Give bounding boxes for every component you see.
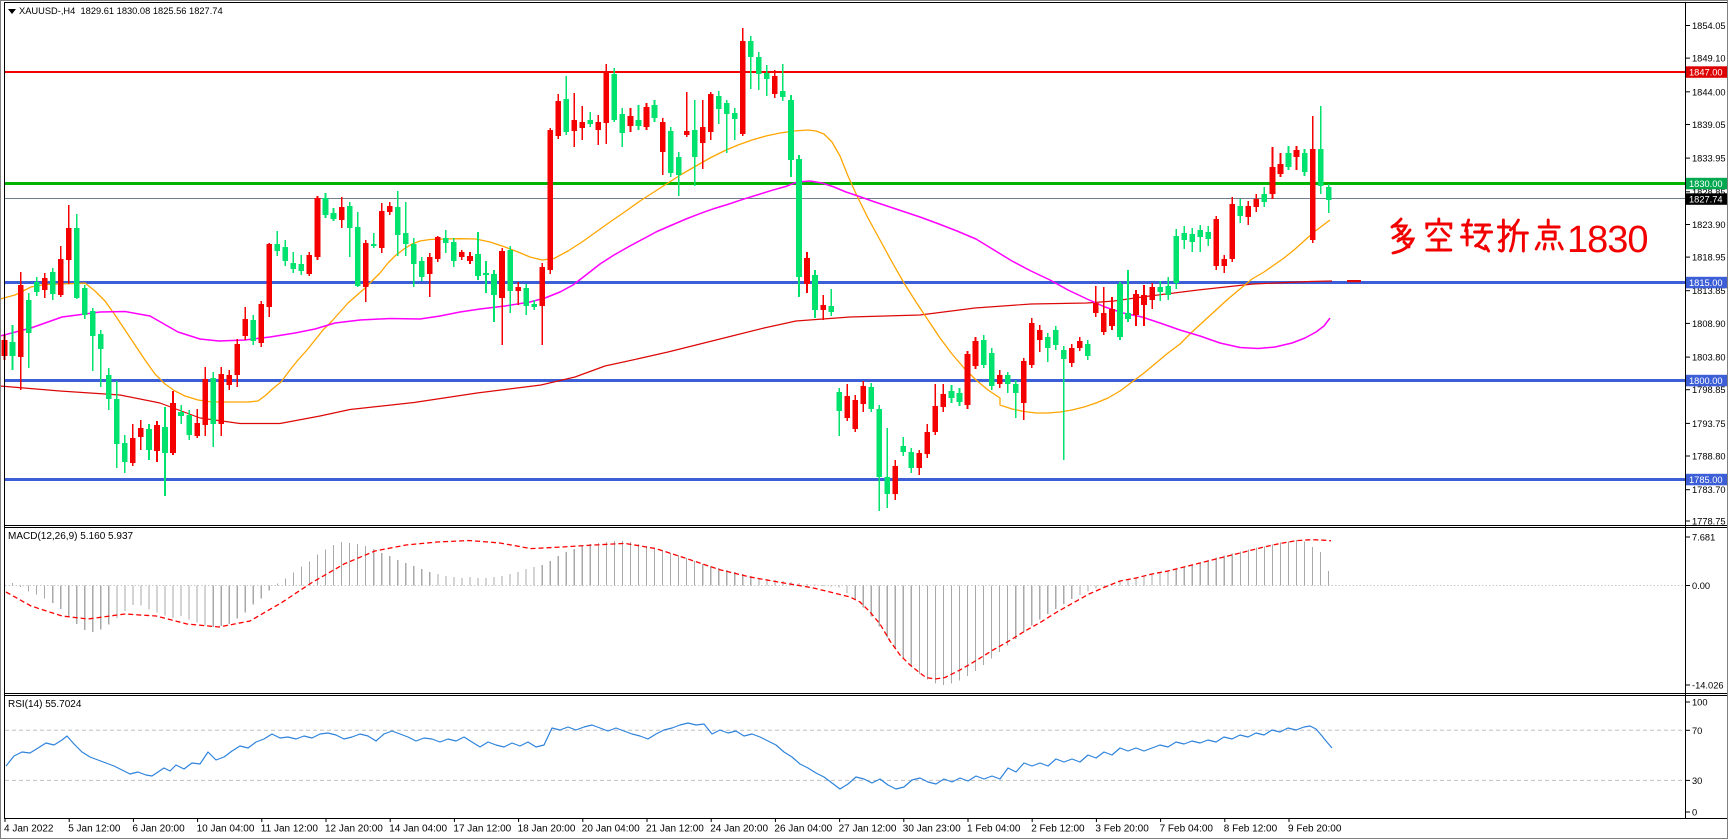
svg-text:1803.80: 1803.80 — [1692, 353, 1726, 363]
svg-text:6 Jan 20:00: 6 Jan 20:00 — [132, 824, 185, 835]
svg-text:5 Jan 12:00: 5 Jan 12:00 — [68, 824, 121, 835]
svg-text:0: 0 — [1692, 808, 1697, 818]
svg-text:1833.95: 1833.95 — [1692, 154, 1726, 164]
svg-text:4 Jan 2022: 4 Jan 2022 — [4, 824, 54, 835]
svg-text:18 Jan 20:00: 18 Jan 20:00 — [518, 824, 576, 835]
svg-text:1808.90: 1808.90 — [1692, 319, 1726, 329]
svg-text:7.681: 7.681 — [1692, 533, 1715, 543]
svg-text:10 Jan 04:00: 10 Jan 04:00 — [197, 824, 255, 835]
svg-text:30: 30 — [1692, 776, 1702, 786]
svg-text:1788.80: 1788.80 — [1692, 452, 1726, 462]
svg-text:8 Feb 12:00: 8 Feb 12:00 — [1224, 824, 1278, 835]
svg-text:1823.90: 1823.90 — [1692, 220, 1726, 230]
svg-text:1 Feb 04:00: 1 Feb 04:00 — [967, 824, 1021, 835]
svg-text:1854.05: 1854.05 — [1692, 21, 1726, 31]
svg-text:21 Jan 12:00: 21 Jan 12:00 — [646, 824, 704, 835]
svg-text:9 Feb 20:00: 9 Feb 20:00 — [1288, 824, 1342, 835]
svg-text:26 Jan 04:00: 26 Jan 04:00 — [774, 824, 832, 835]
svg-text:1793.75: 1793.75 — [1692, 419, 1726, 429]
svg-text:1818.95: 1818.95 — [1692, 253, 1726, 263]
svg-text:1844.00: 1844.00 — [1692, 87, 1726, 97]
svg-text:70: 70 — [1692, 726, 1702, 736]
svg-text:7 Feb 04:00: 7 Feb 04:00 — [1160, 824, 1214, 835]
svg-text:1830: 1830 — [1567, 219, 1648, 261]
svg-text:3 Feb 20:00: 3 Feb 20:00 — [1095, 824, 1149, 835]
svg-text:20 Jan 04:00: 20 Jan 04:00 — [582, 824, 640, 835]
svg-text:1783.70: 1783.70 — [1692, 485, 1726, 495]
svg-text:1798.85: 1798.85 — [1692, 385, 1726, 395]
svg-text:1839.05: 1839.05 — [1692, 120, 1726, 130]
svg-text:2 Feb 12:00: 2 Feb 12:00 — [1031, 824, 1085, 835]
svg-text:1830.00: 1830.00 — [1689, 179, 1723, 189]
svg-text:1800.00: 1800.00 — [1689, 376, 1723, 386]
svg-text:XAUUSD-,H4 1829.61 1830.08 18: XAUUSD-,H4 1829.61 1830.08 1825.56 1827.… — [19, 6, 223, 16]
svg-text:100: 100 — [1692, 698, 1708, 708]
svg-text:RSI(14) 55.7024: RSI(14) 55.7024 — [8, 699, 82, 710]
svg-text:-14.026: -14.026 — [1692, 681, 1724, 691]
svg-text:1815.00: 1815.00 — [1689, 278, 1723, 288]
svg-text:0.00: 0.00 — [1692, 581, 1710, 591]
svg-text:1847.00: 1847.00 — [1689, 68, 1723, 78]
svg-text:1828.85: 1828.85 — [1692, 187, 1726, 197]
svg-text:14 Jan 04:00: 14 Jan 04:00 — [389, 824, 447, 835]
svg-text:MACD(12,26,9) 5.160 5.937: MACD(12,26,9) 5.160 5.937 — [8, 531, 134, 542]
svg-text:1827.74: 1827.74 — [1689, 195, 1723, 205]
svg-text:1849.10: 1849.10 — [1692, 54, 1726, 64]
svg-text:11 Jan 12:00: 11 Jan 12:00 — [261, 824, 319, 835]
svg-text:17 Jan 12:00: 17 Jan 12:00 — [453, 824, 511, 835]
svg-text:30 Jan 23:00: 30 Jan 23:00 — [903, 824, 961, 835]
svg-text:1813.85: 1813.85 — [1692, 286, 1726, 296]
svg-text:1785.00: 1785.00 — [1689, 475, 1723, 485]
svg-text:24 Jan 20:00: 24 Jan 20:00 — [710, 824, 768, 835]
svg-text:1778.75: 1778.75 — [1692, 517, 1726, 527]
svg-text:12 Jan 20:00: 12 Jan 20:00 — [325, 824, 383, 835]
svg-text:27 Jan 12:00: 27 Jan 12:00 — [839, 824, 897, 835]
